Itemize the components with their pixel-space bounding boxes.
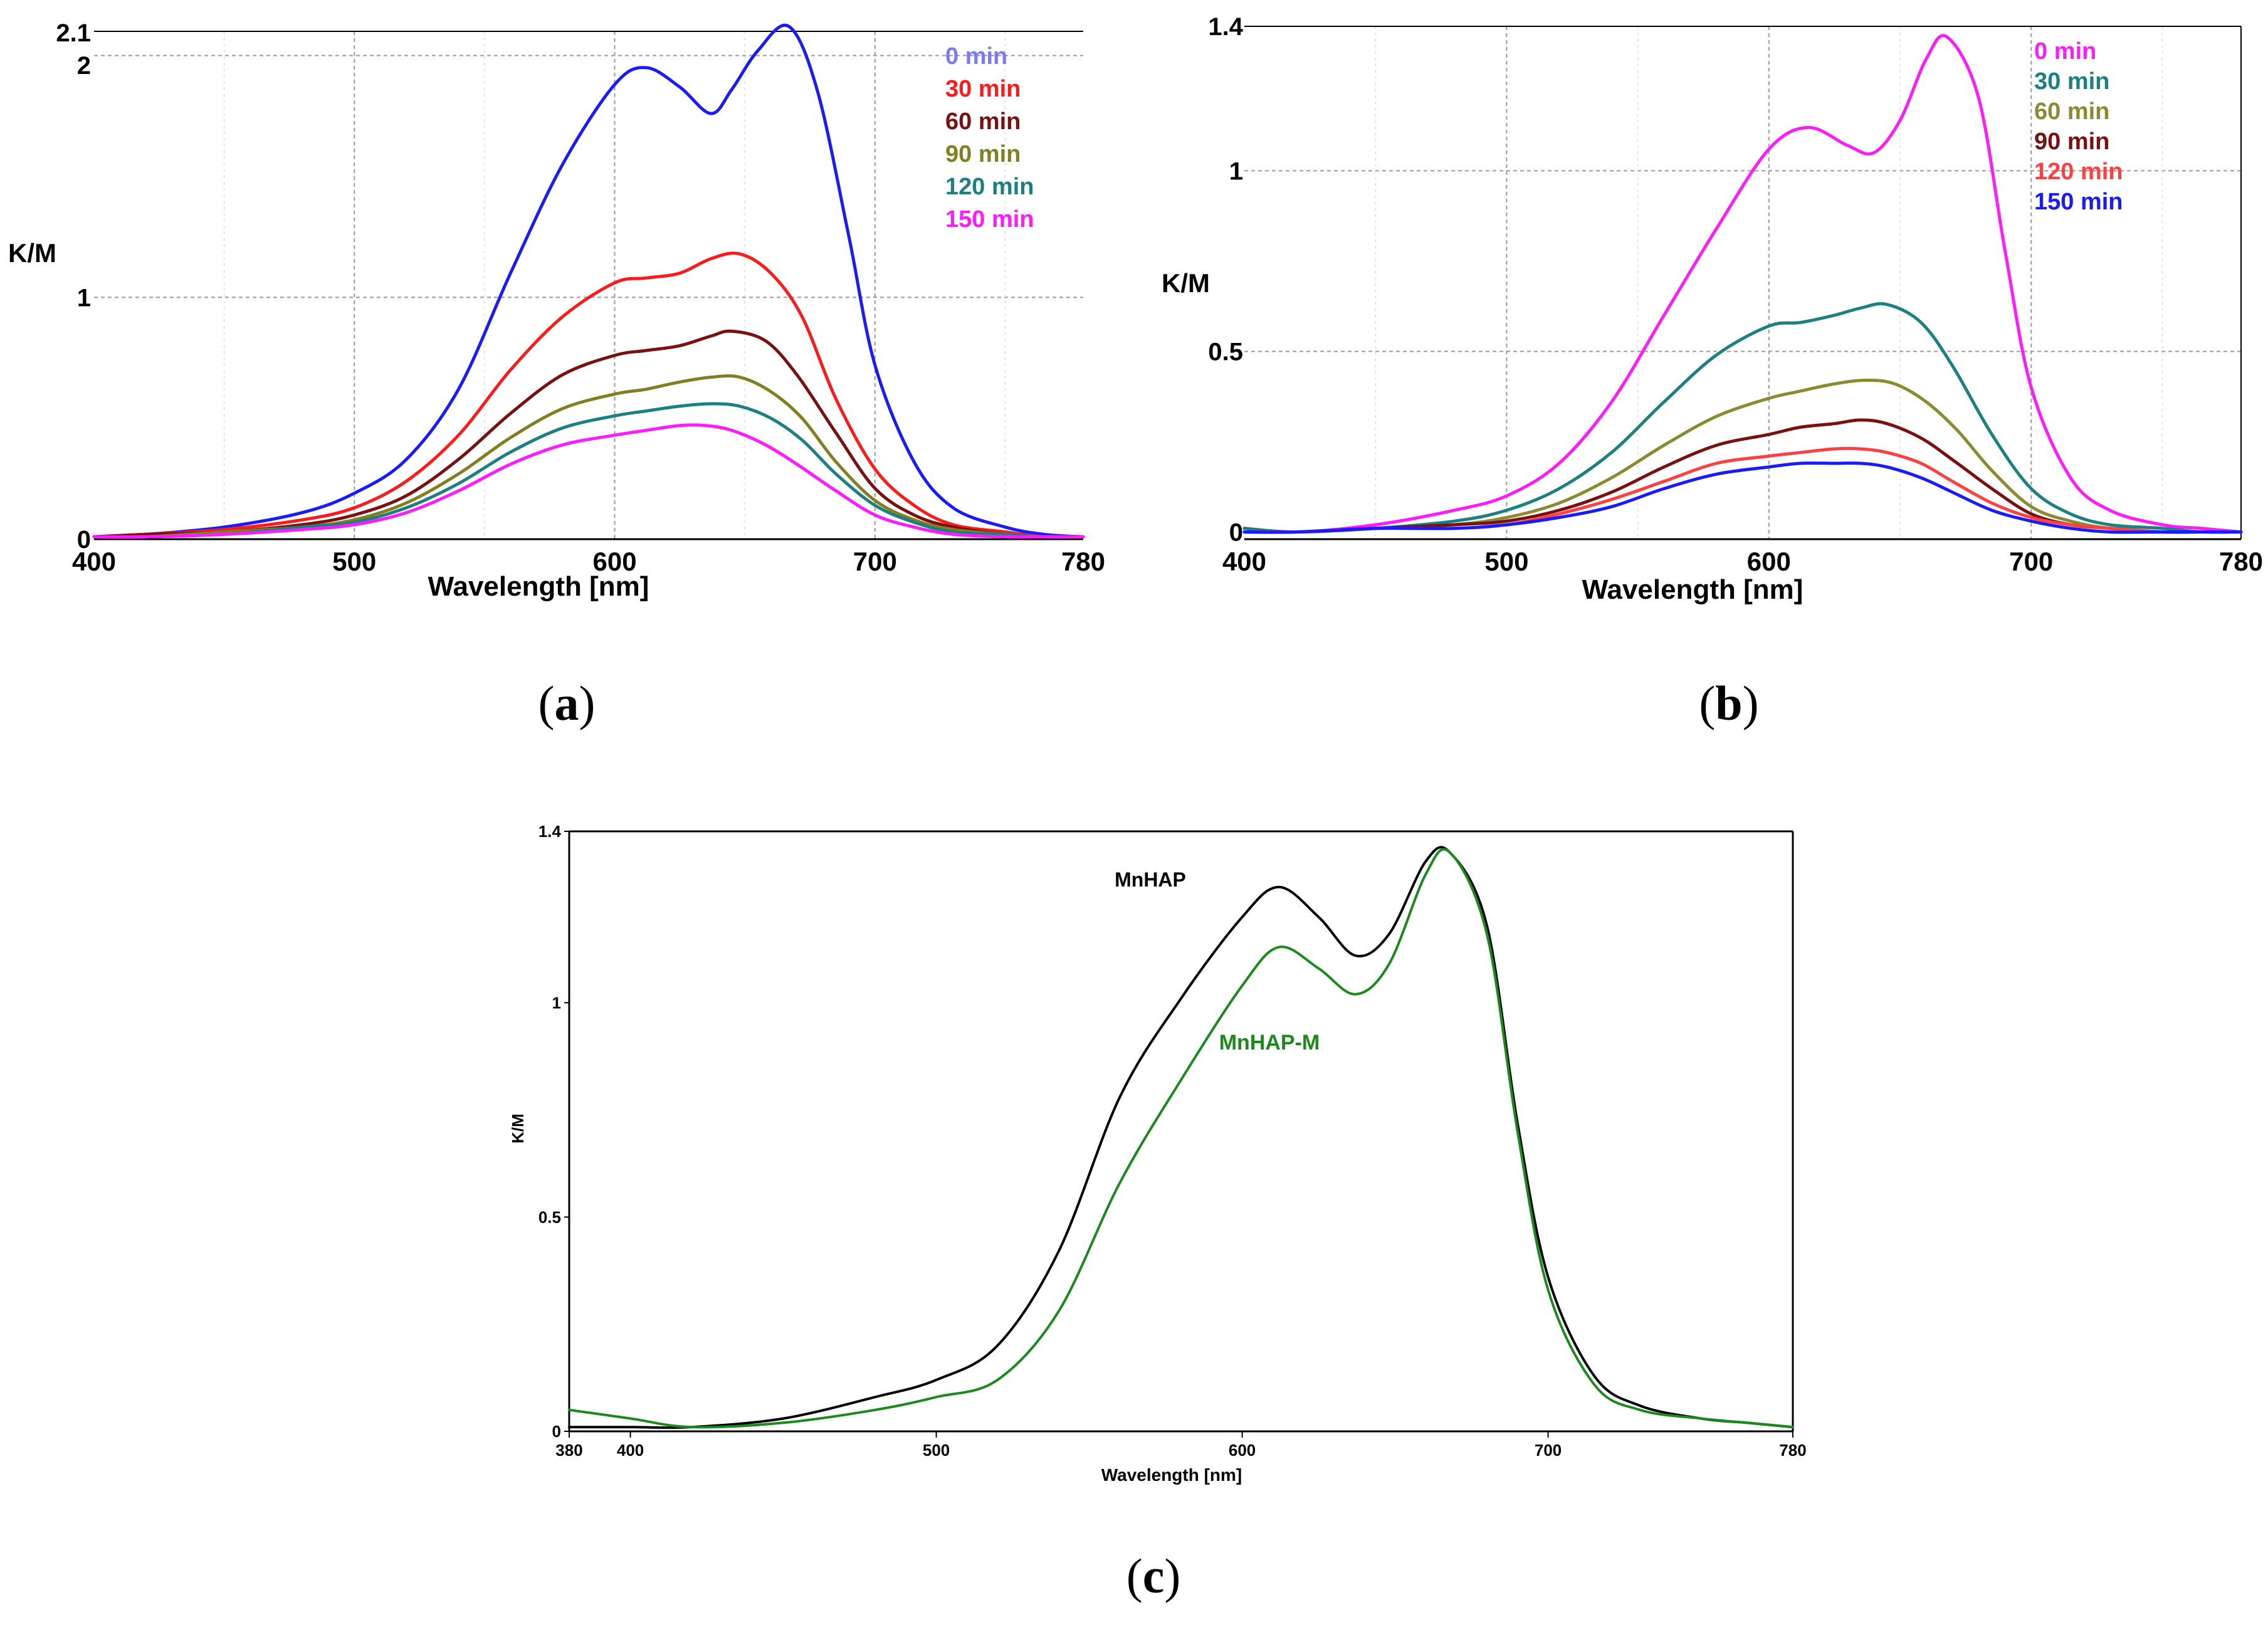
- series-line-120-min: [92, 402, 1085, 539]
- x-axis-label: Wavelength [nm]: [1582, 574, 1803, 605]
- series-line-0-min: [1242, 34, 2243, 534]
- y-tick-label: 0: [1229, 518, 1243, 546]
- chart-panel-c: 380 400 500 600 700 780 0 0.5 1 1.4 Wavelength [nm…: [508, 822, 1807, 1603]
- x-tick-label: 500: [332, 547, 376, 576]
- legend-entry: 120 min: [2034, 159, 2123, 185]
- x-tick-label: 780: [2219, 547, 2263, 576]
- series-line-60-min: [1242, 379, 2243, 534]
- x-tick-label: 500: [923, 1441, 950, 1460]
- series-line-150-min: [1242, 461, 2243, 534]
- series-line-mnhap: [568, 846, 1794, 1429]
- x-tick-label: 400: [72, 547, 116, 576]
- x-tick-label: 500: [1484, 547, 1528, 576]
- y-tick-label: 2: [77, 52, 91, 80]
- legend-entry: 0 min: [945, 43, 1007, 70]
- y-axis-label: K/M: [1162, 268, 1210, 298]
- panel-caption: (a): [538, 676, 596, 730]
- legend-entry: 150 min: [2034, 189, 2123, 215]
- x-tick-label: 700: [853, 547, 897, 576]
- x-tick-label: 780: [1779, 1441, 1806, 1460]
- y-tick-label: 0.5: [538, 1208, 561, 1226]
- y-tick-label: 0: [77, 526, 91, 554]
- legend-entry: 60 min: [2034, 98, 2109, 125]
- y-tick-label: 0.5: [1208, 338, 1243, 366]
- y-tick-label: 1.4: [1208, 13, 1243, 41]
- legend-entry: 30 min: [2034, 68, 2109, 95]
- y-tick-label: 2.1: [56, 19, 91, 47]
- series-line-30-min: [1242, 302, 2243, 534]
- y-tick-label: 0: [552, 1422, 561, 1441]
- y-tick-label: 1: [1229, 157, 1243, 185]
- y-tick-label: 1.4: [538, 822, 562, 841]
- chart-panel-b: 400 500 600 700 780 0 0.5 1 1.4 Wavelength [nm] K/…: [1162, 13, 2263, 730]
- series-label: MnHAP-M: [1219, 1031, 1320, 1055]
- legend-entry: 60 min: [945, 108, 1021, 135]
- series-line-mnhap-m: [568, 848, 1794, 1429]
- y-axis-label: K/M: [8, 238, 56, 268]
- x-axis-label: Wavelength [nm]: [1101, 1465, 1242, 1485]
- x-axis-label: Wavelength [nm]: [428, 571, 649, 602]
- series-line-30-min: [92, 251, 1085, 539]
- legend-entry: 30 min: [945, 76, 1021, 102]
- x-tick-label: 600: [1229, 1441, 1256, 1460]
- y-tick-label: 1: [77, 284, 91, 312]
- legend-entry: 90 min: [2034, 129, 2109, 155]
- chart-panel-a: 400 500 600 700 780 0 1 2 2.1 Wavelength [nm] K/M 0…: [8, 19, 1105, 730]
- legend-entry: 90 min: [945, 141, 1021, 167]
- series-line-150-min: [92, 423, 1085, 539]
- series-label: MnHAP: [1115, 868, 1186, 891]
- x-tick-label: 600: [1747, 547, 1791, 576]
- series-line-60-min: [92, 329, 1085, 539]
- series-line-90-min: [1242, 418, 2243, 534]
- legend-entry: 150 min: [945, 206, 1034, 233]
- legend-entry: 120 min: [945, 174, 1034, 200]
- x-tick-label: 380: [555, 1441, 582, 1460]
- x-tick-label: 600: [592, 547, 636, 576]
- x-tick-label: 400: [617, 1441, 644, 1460]
- x-tick-label: 780: [1061, 547, 1105, 576]
- x-tick-label: 400: [1222, 547, 1266, 576]
- x-tick-label: 700: [2009, 547, 2053, 576]
- series-line-90-min: [92, 374, 1085, 539]
- panel-caption: (c): [1126, 1549, 1181, 1603]
- legend-entry: 0 min: [2034, 38, 2096, 65]
- panel-caption: (b): [1699, 676, 1758, 730]
- y-axis-label: K/M: [508, 1113, 527, 1144]
- y-tick-label: 1: [552, 994, 561, 1013]
- series-line-0-min: [92, 23, 1085, 539]
- x-tick-label: 700: [1535, 1441, 1562, 1460]
